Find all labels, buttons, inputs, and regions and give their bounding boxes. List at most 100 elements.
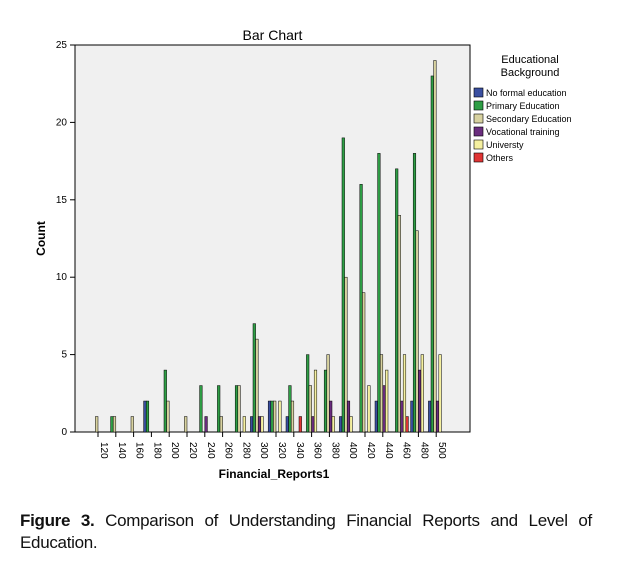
bar-chart: Bar Chart 0 5 10 15 20 25 Count 120 140 160 180 200 2… [34, 27, 572, 481]
bar [145, 400, 150, 433]
bar [405, 416, 409, 433]
bar [298, 416, 302, 433]
bar [270, 400, 274, 433]
bar [415, 230, 419, 433]
x-tick-label: 420 [365, 442, 376, 459]
bar [433, 60, 437, 433]
bar [420, 354, 424, 433]
bar [359, 184, 363, 433]
y-tick-label: 10 [56, 272, 68, 283]
legend-label: Universty [486, 140, 524, 150]
caption-label: Figure 3. [20, 511, 95, 530]
bar [397, 215, 401, 433]
x-tick-label: 200 [169, 442, 180, 459]
bar [278, 400, 282, 433]
bar [273, 400, 277, 433]
bar [250, 416, 254, 433]
bar [219, 416, 223, 433]
y-tick-label: 15 [56, 195, 68, 206]
bar [400, 400, 404, 433]
legend-title: Educational [501, 54, 559, 66]
bar [329, 400, 333, 433]
bar [435, 400, 440, 433]
bar [349, 416, 353, 433]
bar [267, 400, 272, 433]
bar [410, 400, 414, 433]
bar [344, 276, 348, 433]
legend-swatch [473, 113, 484, 124]
bar [184, 416, 188, 433]
bar [323, 369, 328, 433]
bar [311, 416, 315, 433]
y-tick-label: 25 [56, 40, 68, 51]
bar [112, 416, 117, 433]
x-tick-label: 360 [312, 442, 323, 459]
x-tick-label: 340 [294, 442, 305, 459]
bar [385, 369, 389, 433]
bar [260, 416, 264, 433]
bar [430, 75, 434, 433]
x-tick-label: 320 [276, 442, 287, 459]
bar [255, 338, 259, 433]
x-tick-label: 180 [151, 442, 162, 459]
bar [326, 354, 330, 433]
bar [438, 354, 442, 433]
x-tick-label: 380 [329, 442, 340, 459]
y-tick-label: 20 [56, 117, 68, 128]
x-tick-label: 400 [347, 442, 358, 459]
bar [217, 385, 221, 433]
bar [362, 292, 366, 433]
plot-area [74, 44, 471, 433]
bar [130, 416, 134, 433]
y-tick-label: 5 [61, 350, 67, 361]
bar [367, 385, 371, 433]
legend-swatch [473, 126, 484, 137]
figure-caption: Figure 3. Comparison of Understanding Fi… [20, 510, 592, 554]
bar [163, 369, 167, 433]
legend-swatch [473, 87, 484, 98]
legend-label: No formal education [486, 88, 567, 98]
bar [204, 416, 208, 433]
legend-swatch [473, 100, 484, 111]
legend-label: Secondary Education [486, 114, 572, 124]
bar [110, 416, 114, 433]
bar [402, 354, 407, 433]
x-tick-label: 120 [98, 442, 109, 459]
x-tick-label: 480 [418, 442, 429, 459]
x-tick-label: 160 [134, 442, 145, 459]
legend-title: Background [501, 67, 560, 79]
x-tick-label: 260 [223, 442, 234, 459]
legend-swatch [473, 139, 484, 150]
bar [252, 323, 256, 433]
x-tick-label: 500 [436, 442, 447, 459]
bar [242, 416, 246, 433]
bar [166, 400, 170, 433]
bar [308, 385, 312, 433]
bar [95, 416, 99, 433]
bar [237, 385, 241, 433]
x-tick-label: 280 [240, 442, 251, 459]
bar [234, 385, 239, 433]
bar [199, 385, 203, 433]
bar [412, 153, 417, 433]
bar [395, 168, 399, 433]
chart-title: Bar Chart [243, 27, 303, 43]
bar [339, 416, 343, 433]
x-tick-label: 240 [205, 442, 216, 459]
x-tick-label: 440 [383, 442, 394, 459]
bar [306, 354, 310, 433]
x-tick-label: 220 [187, 442, 198, 459]
x-tick-label: 460 [401, 442, 412, 459]
bar [288, 385, 292, 433]
bar [382, 385, 386, 433]
bar [377, 153, 381, 433]
bar [346, 400, 351, 433]
legend-label: Others [486, 153, 514, 163]
bar [313, 369, 318, 433]
bar [285, 416, 289, 433]
bar [374, 400, 378, 433]
legend-swatch [473, 152, 484, 163]
bar [143, 400, 147, 433]
bar [257, 416, 262, 433]
